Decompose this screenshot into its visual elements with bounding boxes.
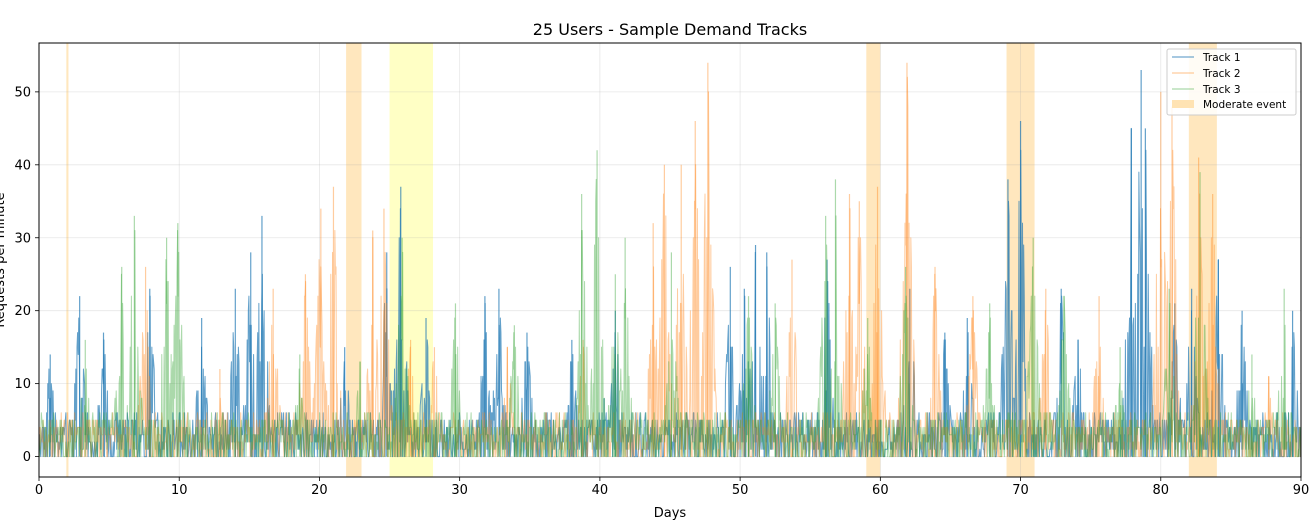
event-band xyxy=(346,43,362,477)
x-axis-label: Days xyxy=(654,506,687,521)
y-tick-label: 30 xyxy=(14,231,31,246)
y-axis-label: Requests per minute xyxy=(0,192,8,327)
legend-label-track-2: Track 2 xyxy=(1202,68,1241,80)
x-tick-label: 10 xyxy=(171,483,188,498)
series-line-track-2 xyxy=(38,76,1301,458)
x-tick-label: 20 xyxy=(311,483,328,498)
x-tick-label: 90 xyxy=(1293,483,1310,498)
y-tick-label: 20 xyxy=(14,304,31,319)
x-tick-label: 70 xyxy=(1012,483,1029,498)
series-layer xyxy=(38,62,1302,458)
event-band xyxy=(866,43,881,477)
x-tick-label: 80 xyxy=(1153,483,1170,498)
x-tick-label: 30 xyxy=(451,483,468,498)
x-tick-label: 60 xyxy=(872,483,889,498)
chart-title: 25 Users - Sample Demand Tracks xyxy=(533,20,807,39)
series-line-track-1 xyxy=(38,127,1302,458)
x-tick-label: 50 xyxy=(732,483,749,498)
y-tick-label: 40 xyxy=(14,158,31,173)
legend-label-track-3: Track 3 xyxy=(1202,84,1241,96)
legend: Track 1 Track 2 Track 3 Moderate event xyxy=(1166,48,1297,116)
x-tick-label: 40 xyxy=(592,483,609,498)
x-axis: 0 10 20 30 40 50 60 70 80 90 xyxy=(35,477,1309,498)
plot-frame xyxy=(38,42,1302,478)
event-band xyxy=(66,43,69,477)
y-tick-label: 10 xyxy=(14,377,31,392)
legend-swatch-moderate-event xyxy=(1172,100,1194,108)
series-line-track-3 xyxy=(38,178,1302,458)
legend-label-track-1: Track 1 xyxy=(1202,52,1241,64)
y-axis: 0 10 20 30 40 50 xyxy=(14,85,39,465)
legend-label-moderate-event: Moderate event xyxy=(1203,99,1286,111)
y-tick-label: 0 xyxy=(23,450,31,465)
legend-frame xyxy=(1166,48,1297,116)
x-tick-label: 0 xyxy=(35,483,43,498)
y-tick-label: 50 xyxy=(14,85,31,100)
